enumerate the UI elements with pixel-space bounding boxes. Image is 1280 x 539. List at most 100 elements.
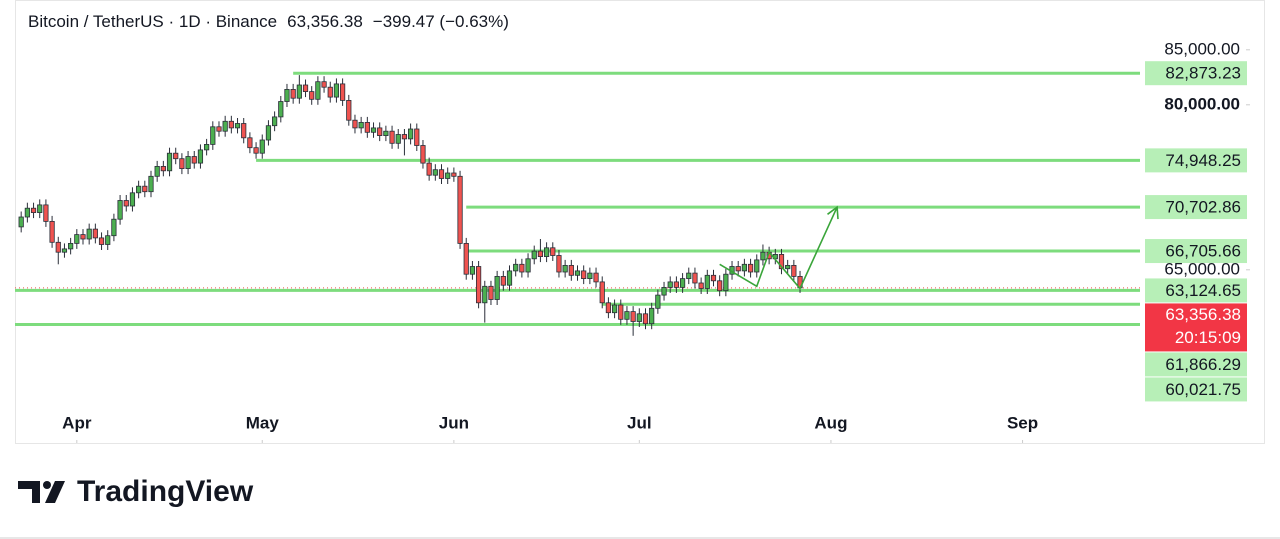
x-tick-label: Jun [439,413,469,432]
candle-body [673,281,680,288]
y-tick-label: 85,000.00 [1164,39,1240,58]
candle-body [562,264,568,273]
candle-body [278,101,284,118]
candle-body [537,250,544,258]
candle-body [500,275,506,286]
candle-body [129,192,136,207]
candle-body [185,156,191,170]
level-label-box [1145,195,1247,220]
candle-body [649,307,655,325]
last-price-box [1145,303,1247,352]
candle-body [618,304,624,320]
candle-body [760,251,766,261]
candle-body [166,152,173,172]
candle-body [191,156,197,164]
candle-body [593,272,599,283]
candle-body [408,128,414,140]
candle-body [210,126,216,145]
candle-body [321,81,327,88]
level-label-box [1145,278,1247,303]
candle-body [531,250,537,260]
candle-body [315,81,321,100]
candle-body [778,253,785,270]
candle-body [469,266,476,275]
last-price-label: 63,356.38 [1165,305,1241,324]
candle-body [37,204,43,213]
candle-body [327,86,333,98]
candle-body [457,175,463,244]
candle-body [717,280,723,292]
candle-body [309,91,315,100]
candle-body [543,247,550,258]
candle-body [222,120,228,132]
candle-body [636,313,642,322]
candle-body [432,169,438,176]
candle-body [667,281,673,288]
candle-body [605,302,612,314]
candle-body [519,263,525,273]
candle-body [550,247,556,256]
candle-body [49,220,55,243]
candle-body [574,270,581,276]
candle-body [80,234,86,240]
candle-body [253,147,259,154]
candle-body [370,127,377,133]
candle-body [179,158,185,169]
candle-body [611,304,618,314]
candle-body [513,263,519,272]
countdown: 20:15:09 [1175,328,1241,347]
candle-body [698,282,704,289]
level-label-box [1145,377,1247,402]
candle-body [679,278,686,288]
x-tick-label: Sep [1007,413,1038,432]
candle-body [111,218,117,237]
level-label: 82,873.23 [1165,64,1241,83]
level-label: 66,705.66 [1165,242,1241,261]
candle-body [692,272,698,284]
x-tick-label: Aug [814,413,847,432]
candle-body [173,152,179,160]
candles [18,75,803,336]
candle-body [364,122,370,133]
candle-body [197,149,204,164]
level-label: 63,124.65 [1165,281,1241,300]
x-tick-label: Apr [62,413,92,432]
candle-body [117,200,123,220]
y-tick-label: 65,000.00 [1164,259,1240,278]
candle-body [686,272,692,280]
candle-body [482,285,488,304]
candle-body [259,139,265,154]
tradingview-logo [18,481,65,503]
candle-body [61,248,68,253]
candle-body [556,255,562,273]
candle-body [333,83,340,98]
candle-body [247,137,253,149]
candle-body [352,119,358,129]
candle-body [525,258,531,273]
candle-body [463,242,469,275]
candle-body [142,185,148,193]
candle-body [123,200,129,207]
projection-arrowhead [827,205,839,220]
candle-body [98,237,105,245]
level-label: 74,948.25 [1165,151,1241,170]
projection-path [719,206,838,290]
candle-body [395,134,401,144]
level-label-box [1145,148,1247,173]
candle-body [377,127,383,137]
candle-body [265,125,272,141]
candle-body [581,270,587,279]
candle-body [655,294,661,309]
candle-body [241,123,247,139]
candle-body [340,83,346,101]
candle-body [642,313,649,325]
symbol: Bitcoin / TetherUS · 1D · Binance [28,12,277,31]
header-price: 63,356.38 [287,12,363,31]
candle-body [74,234,80,244]
level-label: 70,702.86 [1165,198,1241,217]
candle-body [30,207,37,213]
candle-body [785,264,791,270]
chart-frame [15,0,1265,444]
candle-body [630,311,636,322]
